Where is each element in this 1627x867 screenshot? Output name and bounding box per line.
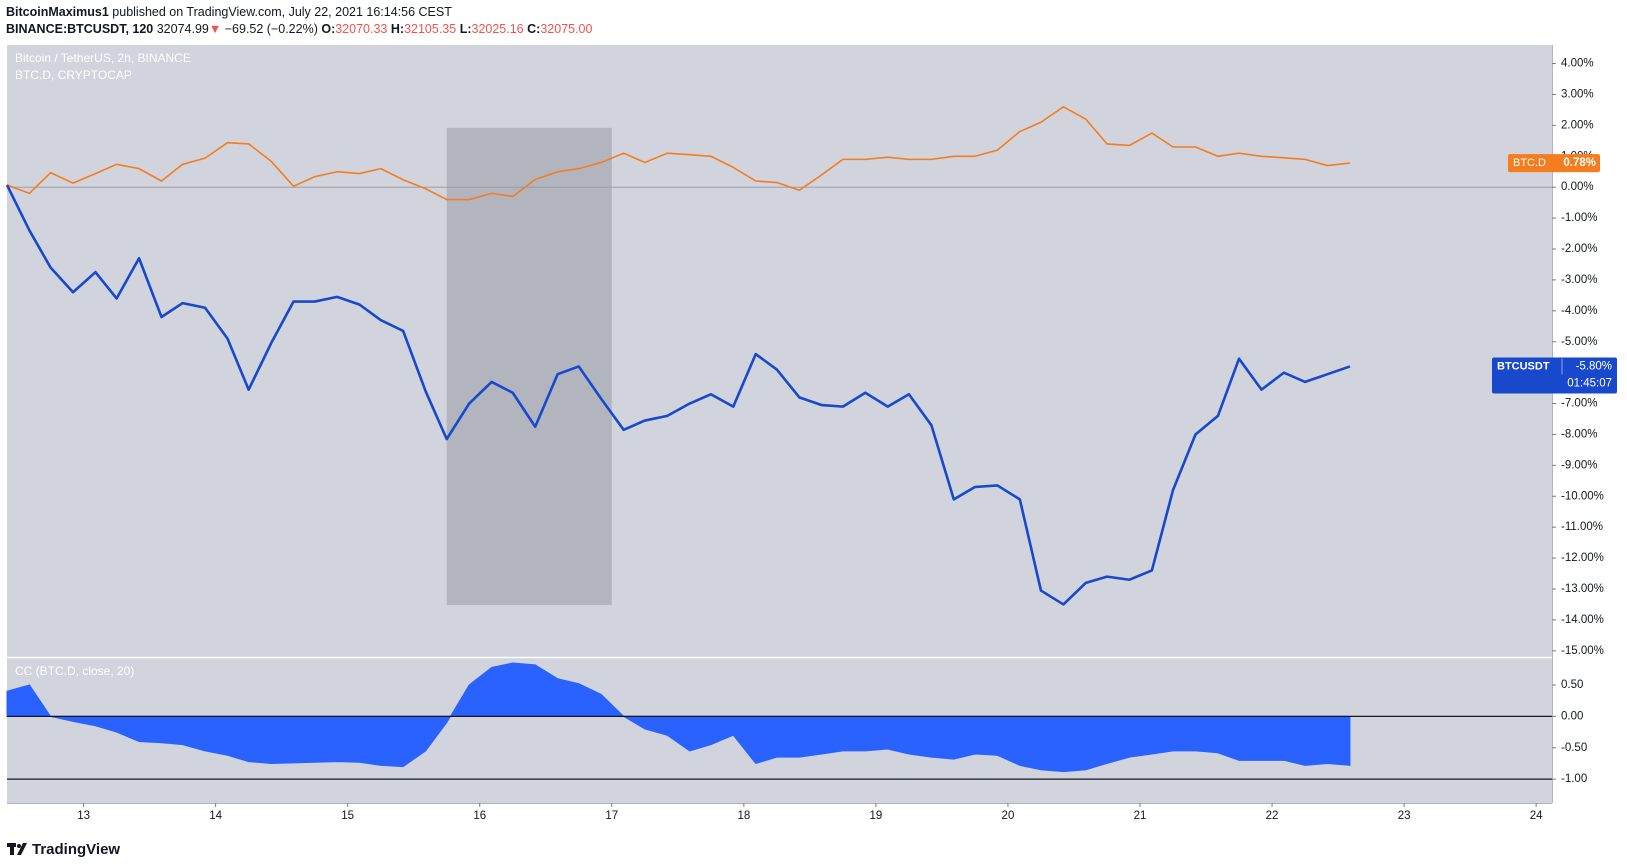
change-arrow: ▼ xyxy=(208,22,222,36)
y-tick-label: -12.00% xyxy=(1561,552,1604,564)
x-tick-label: 17 xyxy=(605,810,618,822)
ohlc-value: 32105.35 xyxy=(404,22,457,36)
y-tick-label: -13.00% xyxy=(1561,583,1604,595)
y-tick-label: -15.00% xyxy=(1561,645,1604,657)
highlight-box xyxy=(446,127,612,606)
author: BitcoinMaximus1 xyxy=(6,5,109,19)
y-tick-label: -9.00% xyxy=(1561,459,1597,471)
ohlc-key: L: xyxy=(459,22,472,36)
ohlc-key: H: xyxy=(390,22,405,36)
pane-title: CC (BTC.D, close, 20) xyxy=(15,664,134,678)
y-tick-label: -3.00% xyxy=(1561,274,1597,286)
published: published on TradingView.com, July 22, 2… xyxy=(112,5,452,19)
value-label: 0.78% xyxy=(1563,157,1596,169)
y-tick-label: 4.00% xyxy=(1561,58,1594,70)
y-tick-label: -0.50 xyxy=(1561,742,1587,754)
y-tick-label: 3.00% xyxy=(1561,88,1594,100)
ohlc-key: O: xyxy=(321,22,336,36)
x-tick-label: 13 xyxy=(77,810,90,822)
x-tick-label: 24 xyxy=(1530,810,1543,822)
price-label: BTCUSDT -5.80% 01:45:07 xyxy=(1492,357,1617,394)
header: BitcoinMaximus1 published on TradingView… xyxy=(6,4,592,38)
publish-line: BitcoinMaximus1 published on TradingView… xyxy=(6,4,592,21)
ohlc-value: 32025.16 xyxy=(471,22,524,36)
change: −69.52 (−0.22%) xyxy=(224,22,318,36)
x-tick-label: 23 xyxy=(1398,810,1411,822)
series-name: BTCUSDT xyxy=(1497,360,1550,372)
y-tick-label: 0.00% xyxy=(1561,181,1594,193)
x-tick-label: 16 xyxy=(473,810,486,822)
price-label-box xyxy=(1508,154,1600,173)
price-label: BTC.D 0.78% xyxy=(1508,154,1600,173)
x-tick-label: 18 xyxy=(737,810,750,822)
y-tick-label: -1.00% xyxy=(1561,212,1597,224)
area xyxy=(6,662,1351,773)
y-tick-label: -14.00% xyxy=(1561,614,1604,626)
symbol-line: BINANCE:BTCUSDT, 120 32074.99▼ −69.52 (−… xyxy=(6,21,592,38)
pane-title: Bitcoin / TetherUS, 2h, BINANCE xyxy=(15,51,191,65)
pane-background xyxy=(7,45,1552,803)
y-tick-label: -2.00% xyxy=(1561,243,1597,255)
price-label-box xyxy=(1492,357,1617,394)
y-tick-label: -11.00% xyxy=(1561,521,1603,533)
y-tick-label: -1.00 xyxy=(1561,773,1587,785)
y-tick-label: -5.00% xyxy=(1561,336,1597,348)
series-line xyxy=(5,184,1351,606)
logo xyxy=(7,843,27,855)
x-tick-label: 22 xyxy=(1266,810,1279,822)
footer-brand: TradingView xyxy=(32,841,120,858)
x-tick-label: 20 xyxy=(1002,810,1015,822)
y-tick-label: -8.00% xyxy=(1561,428,1597,440)
value-label: -5.80% xyxy=(1576,360,1612,372)
x-tick-label: 21 xyxy=(1134,810,1147,822)
y-tick-label: 2.00% xyxy=(1561,119,1594,131)
x-tick-label: 14 xyxy=(209,810,222,822)
ohlc: O:32070.33 H:32105.35 L:32025.16 C:32075… xyxy=(321,22,592,36)
y-tick-label: 0.50 xyxy=(1561,679,1583,691)
symbol: BINANCE:BTCUSDT, 120 xyxy=(6,22,154,36)
series-name: BTC.D xyxy=(1513,157,1546,169)
y-tick-label: -7.00% xyxy=(1561,398,1597,410)
x-tick-label: 15 xyxy=(341,810,354,822)
countdown: 01:45:07 xyxy=(1567,377,1612,389)
series-line xyxy=(6,106,1351,201)
x-tick-label: 19 xyxy=(869,810,882,822)
ohlc-value: 32070.33 xyxy=(335,22,388,36)
last-price: 32074.99 xyxy=(156,22,209,36)
y-tick-label: -4.00% xyxy=(1561,305,1597,317)
ohlc-value: 32075.00 xyxy=(540,22,593,36)
y-tick-label: 0.00 xyxy=(1561,710,1583,722)
y-tick-label: -10.00% xyxy=(1561,490,1604,502)
ohlc-key: C: xyxy=(527,22,541,36)
pane-subtitle: BTC.D, CRYPTOCAP xyxy=(15,68,132,82)
